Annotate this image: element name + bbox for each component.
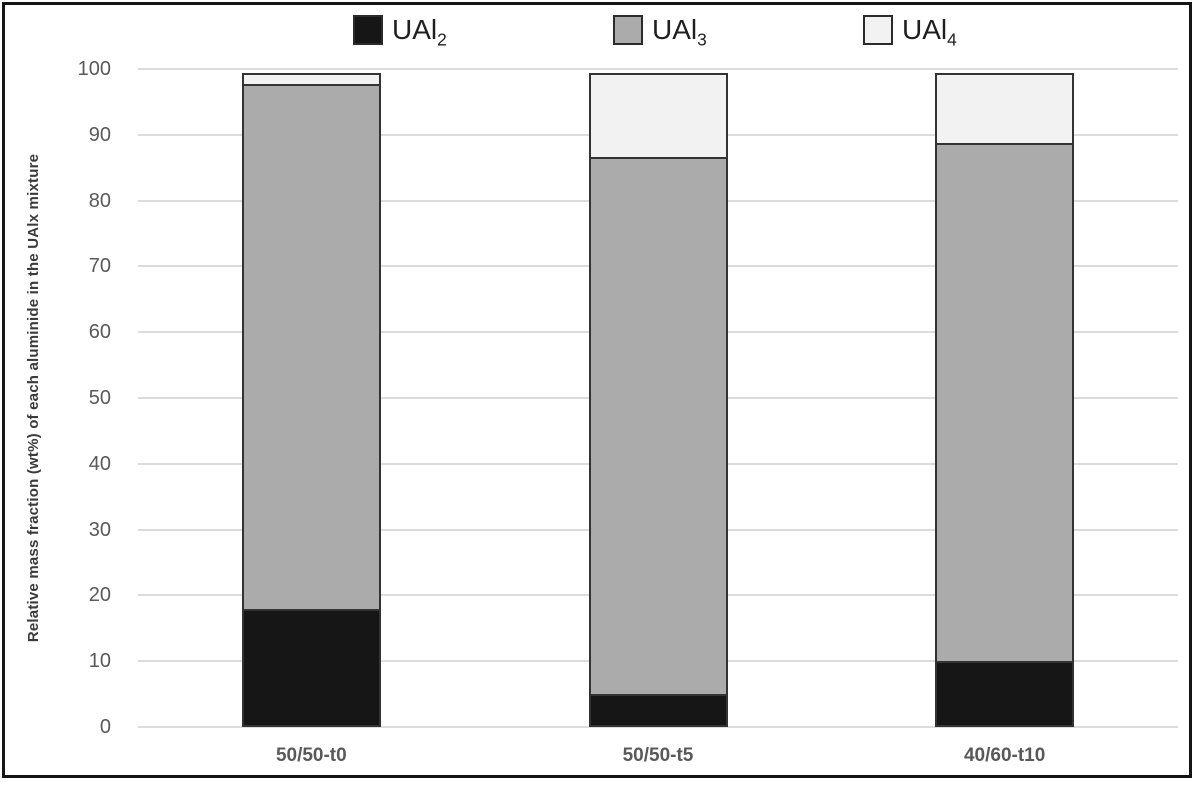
bar-segment-UAl3 <box>935 143 1075 664</box>
bar-segment-UAl2 <box>588 694 728 727</box>
plot-area <box>138 68 1178 728</box>
y-tick-label: 10 <box>88 650 111 673</box>
gridline <box>138 68 1178 70</box>
legend-label-ual2: UAl2 <box>392 14 447 50</box>
y-tick-label: 90 <box>88 123 111 146</box>
y-tick-label: 100 <box>77 58 111 80</box>
legend-label-ual4: UAl4 <box>902 14 957 50</box>
y-tick-label: 80 <box>88 189 111 212</box>
y-tick-label: 0 <box>99 716 111 738</box>
bar-stack-40/60-t10 <box>935 73 1075 727</box>
legend-label-ual3: UAl3 <box>652 14 707 50</box>
gridline <box>138 726 1178 728</box>
bar-stack-50/50-t5 <box>588 73 728 727</box>
legend-swatch-ual2 <box>353 15 383 45</box>
bar-segment-UAl4 <box>935 73 1075 146</box>
chart-frame: UAl2 UAl3 UAl4 Relative mass fraction (w… <box>2 2 1192 778</box>
y-tick-label: 40 <box>88 452 111 475</box>
legend-entry-ual2: UAl2 <box>353 13 447 50</box>
bar-segment-UAl4 <box>588 73 728 159</box>
x-tick-label: 40/60-t10 <box>963 745 1046 766</box>
y-tick-label: 30 <box>88 518 111 541</box>
x-tick-label: 50/50-t5 <box>622 745 694 766</box>
legend-entry-ual3: UAl3 <box>613 13 707 50</box>
x-axis-labels: 50/50-t0 50/50-t5 40/60-t10 <box>138 743 1178 773</box>
y-tick-label: 70 <box>88 255 111 278</box>
y-axis-ticks: 0 10 20 30 40 50 60 70 80 90 100 <box>45 58 111 738</box>
chart-canvas: UAl2 UAl3 UAl4 Relative mass fraction (w… <box>5 5 1189 775</box>
legend-swatch-ual4 <box>863 15 893 45</box>
bar-stack-50/50-t0 <box>241 73 381 727</box>
y-axis-title: Relative mass fraction (wt%) of each alu… <box>25 153 42 643</box>
y-tick-label: 20 <box>88 584 111 607</box>
legend-entry-ual4: UAl4 <box>863 13 957 50</box>
bar-segment-UAl2 <box>935 661 1075 727</box>
y-tick-label: 50 <box>88 387 111 409</box>
y-tick-label: 60 <box>88 321 111 344</box>
legend-swatch-ual3 <box>613 15 643 45</box>
x-tick-label: 50/50-t0 <box>275 745 347 766</box>
bar-segment-UAl2 <box>241 608 381 727</box>
bar-segment-UAl3 <box>241 84 381 611</box>
bar-segment-UAl3 <box>588 156 728 697</box>
